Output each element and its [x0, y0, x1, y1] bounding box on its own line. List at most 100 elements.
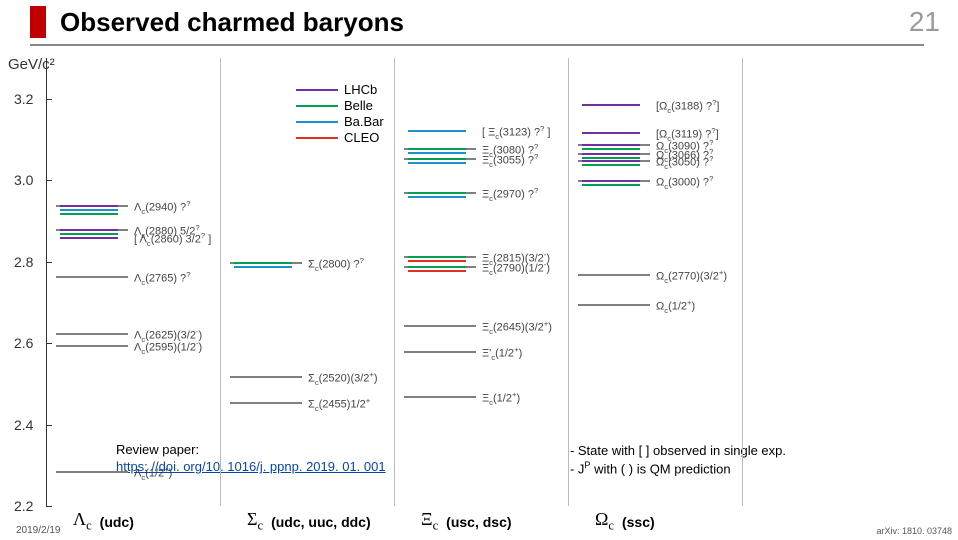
state-label: Ωc(2770)(3/2+) — [656, 268, 727, 285]
state-label: Ξc(1/2+) — [482, 390, 520, 407]
legend-footnote: - State with [ ] observed in single exp.… — [570, 442, 786, 478]
baryon-symbol: Σc — [247, 509, 263, 534]
state-line-purple — [60, 205, 118, 207]
footer-column: Σc (udc, uuc, ddc) — [247, 509, 371, 534]
baryon-symbol: Ωc — [595, 509, 614, 534]
state-line-purple — [582, 132, 640, 134]
y-tick-label: 3.2 — [14, 91, 33, 107]
state-label: Ωc(3000) ?? — [656, 174, 713, 191]
legend-label: Ba.Bar — [344, 114, 384, 129]
state-line-gray — [408, 396, 466, 398]
state-label: Σc(2520)(3/2+) — [308, 370, 378, 387]
footnote-line: - State with [ ] observed in single exp. — [570, 442, 786, 460]
quark-content: (udc, uuc, ddc) — [271, 514, 371, 530]
state-line-purple — [60, 229, 118, 231]
experiment-legend: LHCbBelleBa.BarCLEO — [296, 82, 384, 146]
y-tick-mark — [46, 262, 52, 263]
y-tick-mark — [46, 180, 52, 181]
arxiv-ref: arXiv: 1810. 03748 — [876, 526, 952, 536]
state-label: Ωc(3050) ?? — [656, 154, 713, 171]
state-label: Λc(2765) ?? — [134, 270, 190, 287]
state-line-gray — [60, 276, 118, 278]
state-line-gray — [234, 402, 292, 404]
state-label: [ Ξc(3123) ?? ] — [482, 124, 551, 141]
state-line-purple — [60, 237, 118, 239]
state-line-green — [582, 148, 640, 150]
state-label: Ξc(3055) ?? — [482, 152, 538, 169]
state-line-blue — [408, 162, 466, 164]
state-line-blue — [408, 130, 466, 132]
state-line-gray — [60, 471, 118, 473]
quark-content: (ssc) — [622, 514, 655, 530]
column-divider — [220, 58, 221, 506]
legend-item: CLEO — [296, 130, 384, 145]
state-line-green — [408, 256, 466, 258]
footer-column: Ξc(usc, dsc) — [421, 509, 512, 534]
footnote-line: - JP with ( ) is QM prediction — [570, 459, 786, 478]
state-line-gray — [582, 304, 640, 306]
y-tick-label: 2.2 — [14, 498, 33, 514]
state-line-red — [408, 270, 466, 272]
legend-swatch — [296, 121, 338, 123]
legend-label: LHCb — [344, 82, 377, 97]
y-tick-mark — [46, 99, 52, 100]
baryon-symbol: Λc — [73, 509, 92, 534]
slide-date: 2019/2/19 — [16, 525, 61, 536]
y-tick-mark — [46, 506, 52, 507]
state-line-green — [408, 192, 466, 194]
state-line-green — [408, 158, 466, 160]
y-tick-mark — [46, 343, 52, 344]
state-label: Λc(2595)(1/2-) — [134, 339, 202, 356]
legend-swatch — [296, 89, 338, 91]
state-line-blue — [408, 196, 466, 198]
legend-item: Ba.Bar — [296, 114, 384, 129]
slide-title: Observed charmed baryons — [60, 7, 909, 38]
baryon-spectrum-chart: GeV/c² LHCbBelleBa.BarCLEO Review paper:… — [46, 58, 916, 506]
legend-swatch — [296, 137, 338, 139]
state-line-green — [234, 262, 292, 264]
state-label: [ Λc(2860) 3/2? ] — [134, 231, 211, 248]
state-line-gray — [60, 345, 118, 347]
quark-content: (udc) — [100, 514, 134, 530]
state-label: Λc(2940) ?? — [134, 199, 190, 216]
column-footer: 2019/2/19 Λc(udc)Σc(udc, uuc, ddc)Ξc(usc… — [0, 525, 958, 536]
state-line-green — [408, 148, 466, 150]
state-line-gray — [60, 333, 118, 335]
title-underline — [30, 44, 924, 46]
state-line-purple — [582, 180, 640, 182]
legend-label: CLEO — [344, 130, 379, 145]
state-line-blue — [408, 152, 466, 154]
legend-label: Belle — [344, 98, 373, 113]
y-tick-label: 2.6 — [14, 335, 33, 351]
state-line-purple — [582, 104, 640, 106]
state-label: Σc(2800) ?? — [308, 256, 364, 273]
footer-column: Λc (udc) — [73, 509, 134, 534]
state-line-blue — [60, 209, 118, 211]
state-label: Λc(1/2+) — [134, 465, 172, 482]
state-line-green — [60, 213, 118, 215]
legend-item: LHCb — [296, 82, 384, 97]
state-line-red — [408, 260, 466, 262]
state-line-purple — [582, 153, 640, 155]
state-line-green — [408, 266, 466, 268]
footer-column: Ωc (ssc) — [595, 509, 655, 534]
state-line-gray — [234, 376, 292, 378]
state-line-green — [60, 233, 118, 235]
state-label: Ωc(1/2+) — [656, 298, 695, 315]
state-line-gray — [582, 274, 640, 276]
y-tick-label: 2.8 — [14, 254, 33, 270]
state-label: Ξc(2790)(1/2-) — [482, 260, 550, 277]
state-line-green — [582, 164, 640, 166]
state-line-purple — [582, 160, 640, 162]
state-label: Ξc(2645)(3/2+) — [482, 319, 552, 336]
state-label: Σc(2455)1/2+ — [308, 396, 370, 413]
column-divider — [742, 58, 743, 506]
title-accent — [30, 6, 46, 38]
column-divider — [568, 58, 569, 506]
y-axis-label: GeV/c² — [8, 56, 55, 73]
title-bar: Observed charmed baryons 21 — [0, 0, 958, 44]
state-line-green — [582, 184, 640, 186]
quark-content: (usc, dsc) — [446, 514, 511, 530]
column-divider — [394, 58, 395, 506]
review-label: Review paper: — [116, 442, 199, 457]
